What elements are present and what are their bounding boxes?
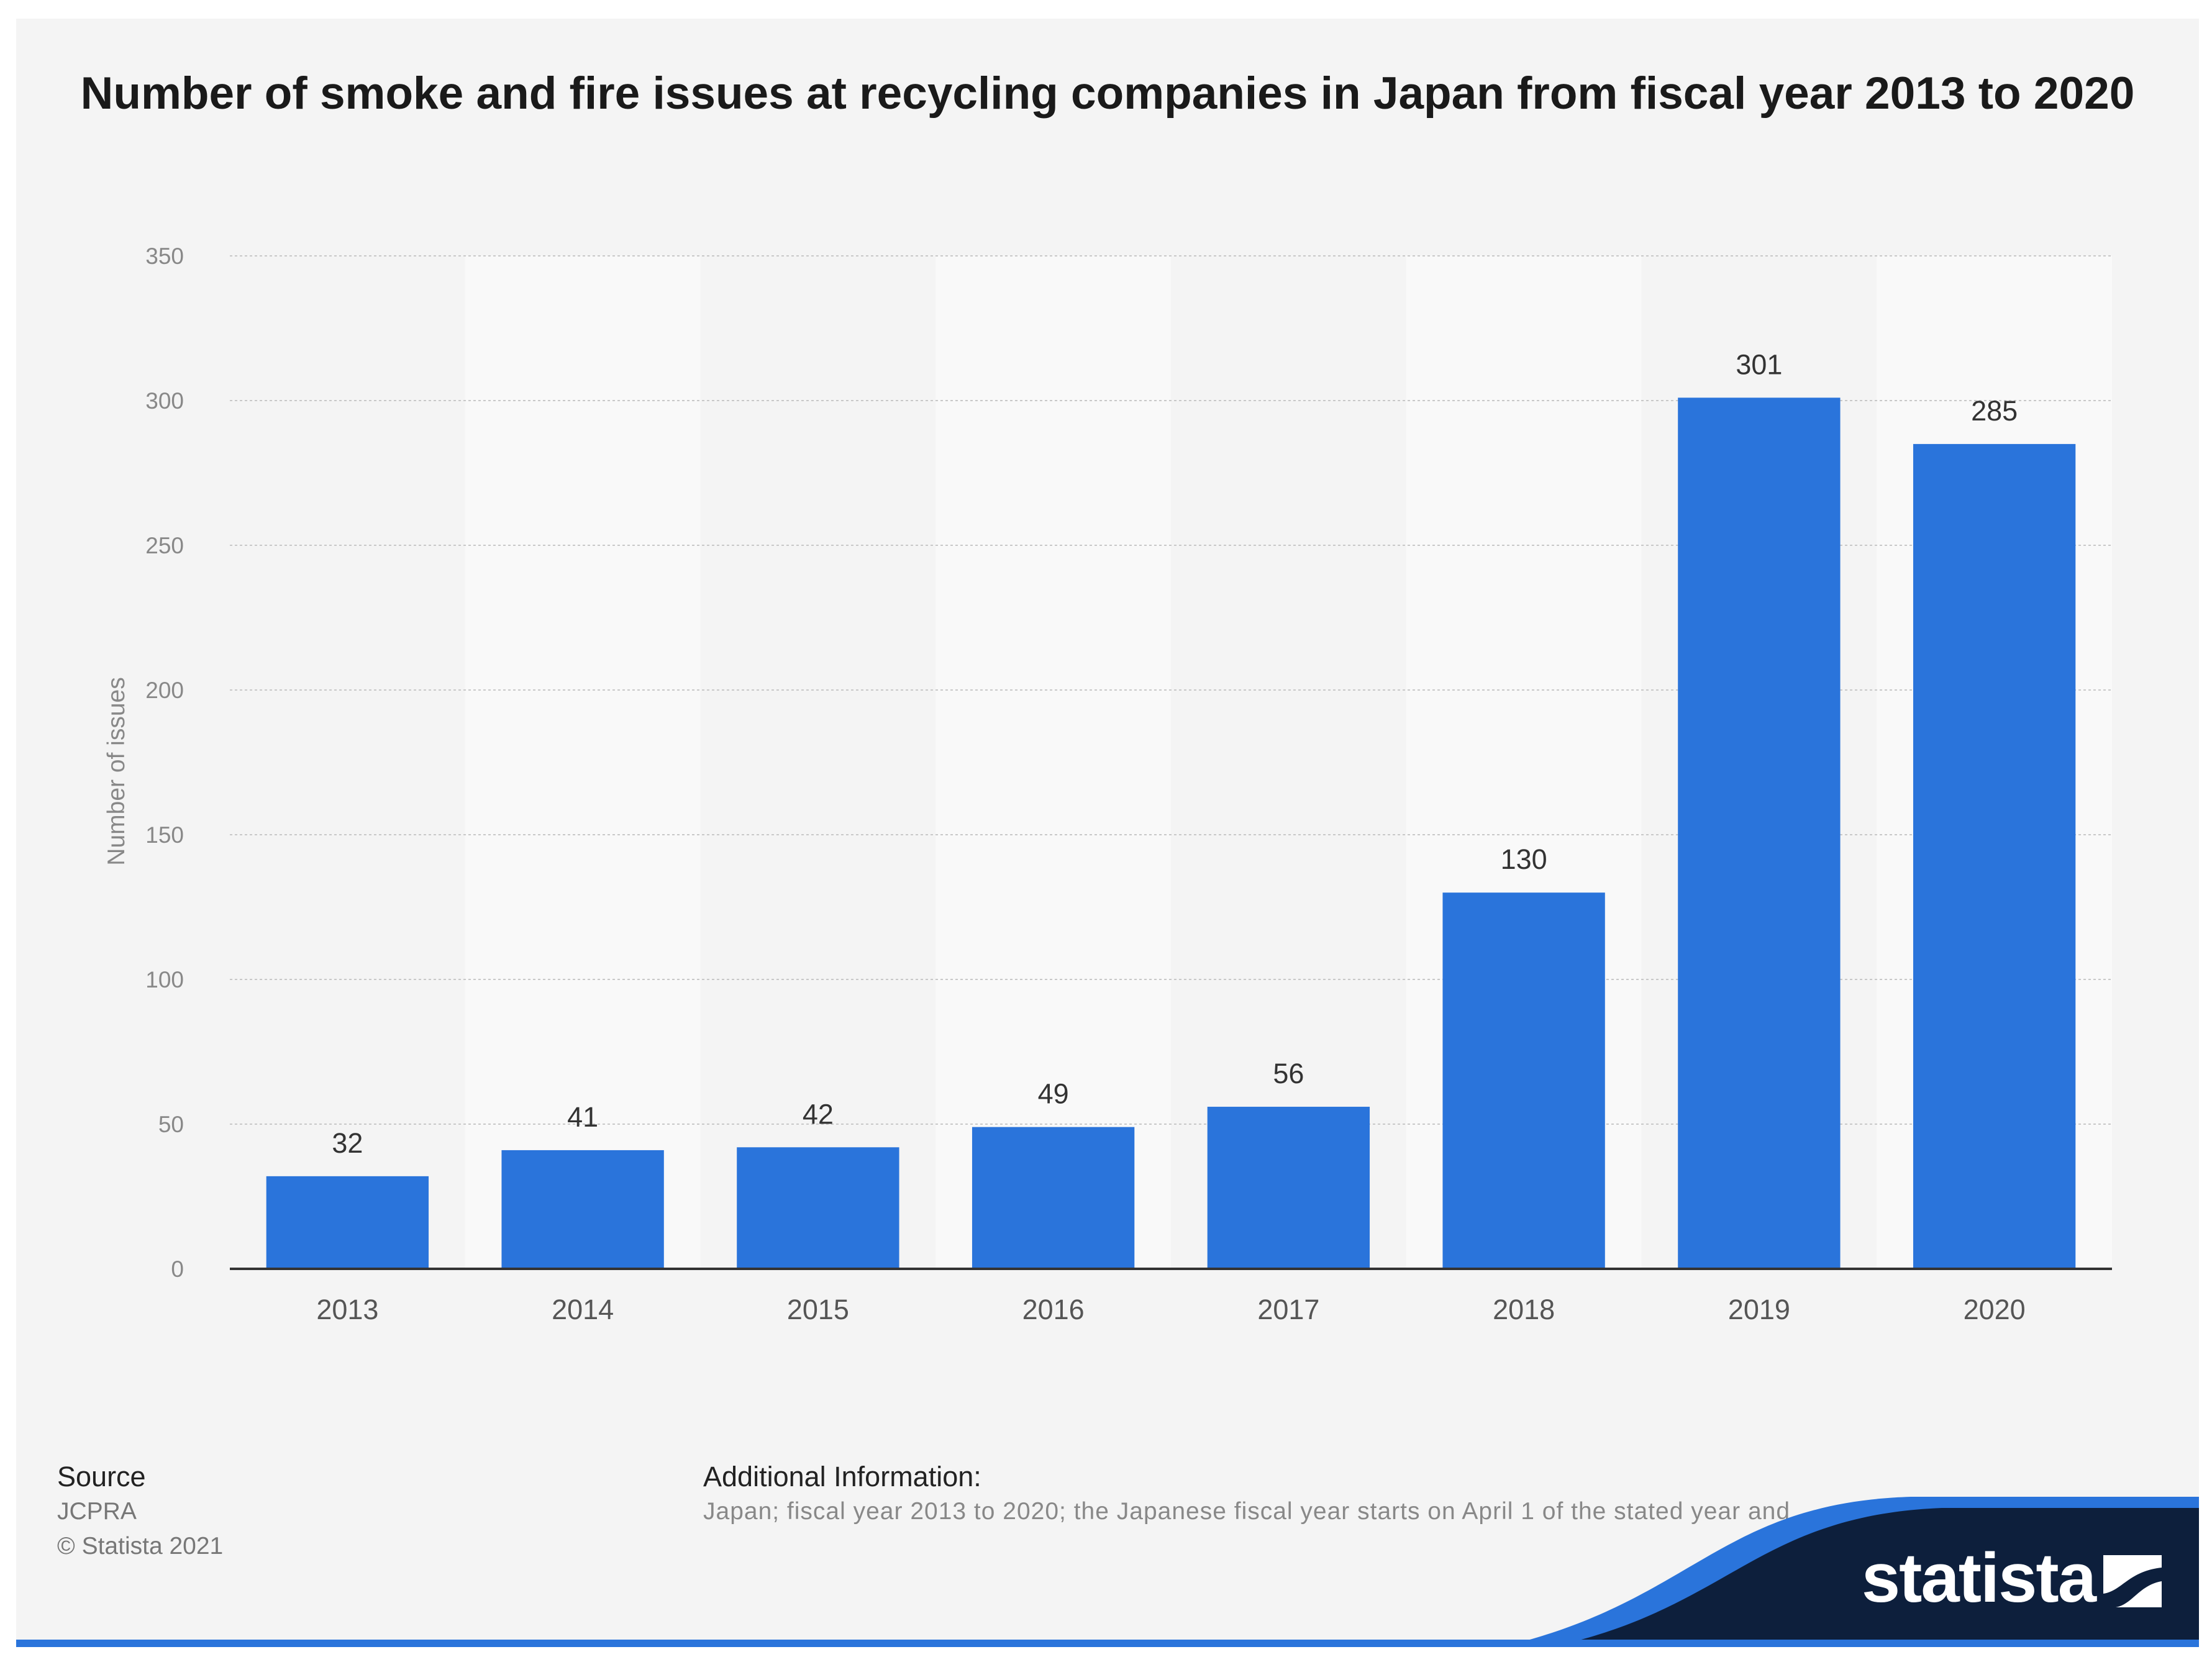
additional-info-block: Additional Information: Japan; fiscal ye… <box>703 1460 1946 1529</box>
copyright-text: © Statista 2021 <box>57 1533 224 1559</box>
y-axis-label: Number of issues <box>103 677 130 865</box>
bar-2017 <box>1207 1107 1370 1269</box>
brand-banner-dark <box>1550 1508 2199 1647</box>
x-tick-label-2019: 2019 <box>1728 1294 1790 1325</box>
bar-2020 <box>1913 443 2076 1269</box>
data-label-2018: 130 <box>1501 843 1547 875</box>
statista-logo-icon[interactable] <box>2103 1555 2162 1607</box>
additional-info-label: Additional Information: <box>703 1461 981 1492</box>
y-tick-label: 0 <box>171 1256 184 1282</box>
source-label: Source <box>57 1461 146 1492</box>
data-label-2020: 285 <box>1971 395 2018 427</box>
data-label-2017: 56 <box>1273 1058 1304 1089</box>
source-link[interactable]: JCPRA <box>57 1498 137 1525</box>
data-label-2019: 301 <box>1736 348 1782 380</box>
data-label-2014: 41 <box>567 1101 598 1133</box>
category-band-2016 <box>935 256 1171 1269</box>
bar-2018 <box>1442 892 1605 1269</box>
brand-banner <box>16 1497 2199 1647</box>
bar-2016 <box>972 1127 1135 1269</box>
x-tick-label-2015: 2015 <box>787 1294 849 1325</box>
x-axis-ticks: 2013 2014 2015 2016 2017 2018 2019 2020 <box>316 1294 2025 1325</box>
additional-info-text: Japan; fiscal year 2013 to 2020; the Jap… <box>703 1498 1791 1525</box>
x-tick-label-2020: 2020 <box>1964 1294 2026 1325</box>
statista-logo-text[interactable]: statista <box>1861 1539 2096 1617</box>
data-label-2013: 32 <box>332 1127 363 1159</box>
y-tick-label: 250 <box>145 533 184 558</box>
chart-card: Number of smoke and fire issues at recyc… <box>16 19 2199 1647</box>
chart-title: Number of smoke and fire issues at recyc… <box>80 68 2135 119</box>
x-tick-label-2016: 2016 <box>1022 1294 1085 1325</box>
bar-2015 <box>737 1147 899 1269</box>
bar-2019 <box>1678 397 1841 1269</box>
x-tick-label-2013: 2013 <box>316 1294 378 1325</box>
data-label-2016: 49 <box>1038 1078 1069 1110</box>
y-tick-label: 150 <box>145 822 184 848</box>
bar-chart: 0 50 100 150 200 250 300 350 32 41 42 49 56 130 301 28… <box>103 243 2112 1325</box>
data-labels: 32 41 42 49 56 130 301 285 <box>332 348 2018 1159</box>
bar-2013 <box>266 1176 429 1269</box>
bar-2014 <box>501 1150 664 1269</box>
source-block: Source JCPRA © Statista 2021 <box>57 1460 223 1564</box>
y-tick-label: 300 <box>145 388 184 414</box>
y-tick-label: 50 <box>158 1112 184 1137</box>
y-tick-label: 200 <box>145 678 184 703</box>
x-tick-label-2017: 2017 <box>1257 1294 1319 1325</box>
y-tick-label: 100 <box>145 967 184 992</box>
bars <box>266 397 2076 1269</box>
brand-bottom-rule <box>16 1640 2199 1647</box>
gridlines <box>230 255 2112 1125</box>
x-tick-label-2018: 2018 <box>1493 1294 1555 1325</box>
category-band-2014 <box>465 256 701 1269</box>
y-axis-ticks: 0 50 100 150 200 250 300 350 <box>145 243 184 1282</box>
y-tick-label: 350 <box>145 243 184 269</box>
x-tick-label-2014: 2014 <box>552 1294 614 1325</box>
data-label-2015: 42 <box>803 1098 834 1130</box>
